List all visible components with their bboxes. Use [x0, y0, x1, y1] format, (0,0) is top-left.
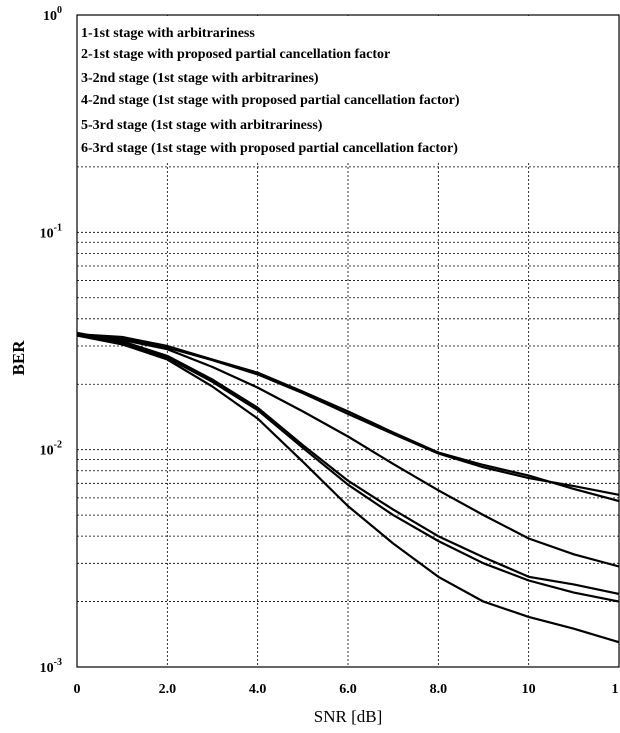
legend-entry: 1-1st stage with arbitrariness: [81, 26, 255, 41]
y-tick-exponent: -3: [54, 657, 62, 668]
x-tick-label: 10: [522, 682, 536, 697]
x-tick-label: 0: [74, 682, 81, 697]
series-line: [76, 334, 620, 644]
y-tick-label: 10-3: [40, 657, 62, 676]
series-line: [76, 333, 620, 496]
x-tick-label: 2.0: [159, 682, 177, 697]
x-tick-label: 1: [612, 682, 619, 697]
y-tick-base: 10: [40, 661, 54, 676]
y-tick-label: 10-2: [40, 440, 62, 459]
x-tick-label: 6.0: [339, 682, 357, 697]
y-axis-label: BER: [9, 340, 28, 376]
legend-box: [78, 16, 618, 163]
series-line: [76, 333, 620, 503]
y-tick-exponent: 0: [57, 5, 62, 16]
y-tick-base: 10: [40, 227, 54, 242]
series-line: [76, 333, 620, 568]
legend-entry: 6-3rd stage (1st stage with proposed par…: [81, 141, 458, 156]
series-line: [76, 333, 620, 603]
x-tick-label: 8.0: [430, 682, 448, 697]
x-tick-label: 4.0: [249, 682, 267, 697]
series-line: [76, 331, 620, 595]
y-tick-label: 100: [43, 5, 62, 24]
legend-entry: 5-3rd stage (1st stage with arbitrarines…: [81, 118, 323, 133]
y-tick-base: 10: [43, 9, 57, 24]
plot-frame: [76, 14, 620, 668]
y-tick-exponent: -2: [54, 440, 62, 451]
y-tick-exponent: -1: [54, 223, 62, 234]
y-tick-base: 10: [40, 444, 54, 459]
legend-entry: 3-2nd stage (1st stage with arbitrarines…: [81, 71, 319, 86]
y-tick-label: 10-1: [40, 223, 62, 242]
legend-entry: 4-2nd stage (1st stage with proposed par…: [81, 93, 460, 108]
x-axis-label: SNR [dB]: [314, 707, 382, 726]
legend-entry: 2-1st stage with proposed partial cancel…: [81, 47, 390, 62]
